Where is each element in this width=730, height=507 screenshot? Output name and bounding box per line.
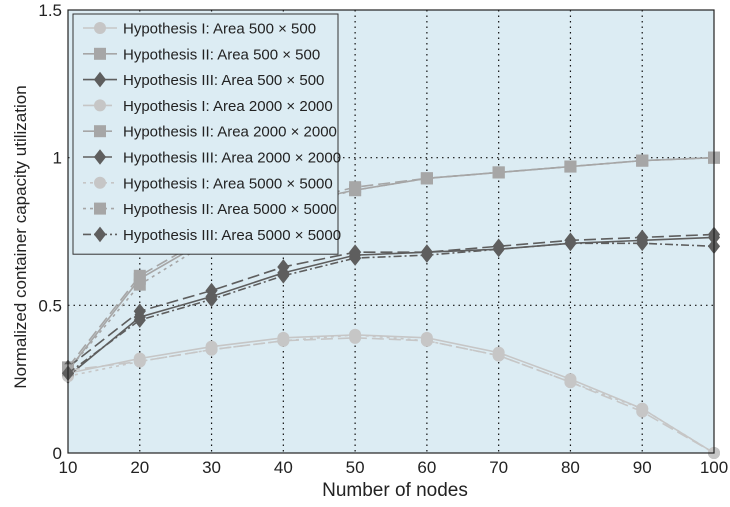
data-point: [492, 241, 505, 258]
legend-marker: [93, 71, 107, 88]
data-point: [133, 355, 146, 368]
legend-marker: [93, 226, 107, 243]
data-point: [205, 291, 218, 308]
data-point: [349, 184, 362, 197]
y-tick-label: 0.5: [38, 296, 62, 315]
series-line: [67, 337, 715, 454]
y-tick-label: 1.5: [38, 1, 62, 20]
data-point: [277, 334, 290, 347]
x-tick-label: 80: [561, 458, 580, 477]
legend-marker: [93, 149, 107, 165]
x-tick-label: 100: [700, 458, 728, 477]
data-point: [492, 166, 505, 179]
x-tick-label: 90: [633, 458, 652, 477]
data-point: [349, 328, 362, 341]
legend-label: Hypothesis III: Area 500 × 500: [123, 72, 324, 89]
data-point: [636, 235, 649, 252]
legend-entry: Hypothesis III: Area 500 × 500: [83, 71, 324, 89]
legend-marker: [94, 22, 106, 34]
data-point: [133, 303, 146, 320]
x-tick-label: 20: [130, 458, 149, 477]
x-tick-label: 30: [202, 458, 221, 477]
series-line: [67, 236, 715, 377]
data-point: [492, 349, 505, 362]
x-tick-label: 50: [346, 458, 365, 477]
legend-label: Hypothesis II: Area 5000 × 5000: [123, 201, 337, 218]
x-tick-label: 60: [417, 458, 436, 477]
data-point: [420, 334, 433, 347]
series-line: [67, 156, 715, 368]
data-point: [636, 402, 649, 415]
x-axis-label: Number of nodes: [322, 480, 468, 501]
tick-labels: 10 20 30 40 50 60 70 80 90 100 0 0.5 1 1.5: [38, 1, 728, 477]
legend-entry: Hypothesis II: Area 5000 × 5000: [83, 201, 337, 218]
data-point: [420, 172, 433, 185]
axes-frame: [67, 9, 715, 454]
legend-marker: [94, 202, 106, 215]
x-tick-label: 70: [489, 458, 508, 477]
data-point: [420, 247, 433, 263]
legend-label: Hypothesis II: Area 500 × 500: [123, 46, 320, 63]
legend-entry: Hypothesis I: Area 2000 × 2000: [83, 98, 333, 115]
legend-marker: [94, 99, 106, 112]
data-point: [133, 278, 146, 291]
plot-frame: [67, 9, 715, 454]
data-point: [133, 312, 146, 328]
legend-entry: Hypothesis I: Area 500 × 500: [83, 21, 316, 38]
data-point: [349, 250, 362, 266]
legend-box: [72, 13, 339, 255]
y-tick-label: 0: [53, 444, 62, 463]
data-point: [564, 235, 577, 252]
data-point: [277, 268, 290, 284]
series-line: [67, 233, 715, 368]
data-point: [564, 376, 577, 389]
series-line: [67, 156, 715, 371]
y-tick-label: 1: [53, 149, 62, 168]
x-tick-label: 10: [59, 458, 78, 477]
legend-marker: [94, 176, 106, 189]
legend-entry: Hypothesis I: Area 5000 × 5000: [83, 175, 333, 192]
legend-entry: Hypothesis III: Area 2000 × 2000: [83, 149, 341, 167]
legend: Hypothesis I: Area 500 × 500 Hypothesis I…: [72, 13, 341, 255]
series-7: [62, 328, 720, 459]
legend-entry: Hypothesis II: Area 2000 × 2000: [83, 124, 337, 141]
data-point: [205, 282, 218, 299]
series-line: [67, 334, 715, 454]
legend-entry: Hypothesis III: Area 5000 × 5000: [83, 226, 341, 244]
data-point: [277, 259, 290, 275]
legend-label: Hypothesis I: Area 2000 × 2000: [123, 98, 333, 115]
data-point: [564, 160, 577, 173]
legend-marker: [94, 47, 106, 60]
legend-label: Hypothesis I: Area 500 × 500: [123, 21, 316, 38]
legend-label: Hypothesis III: Area 2000 × 2000: [123, 150, 341, 167]
legend-marker: [94, 125, 106, 138]
legend-label: Hypothesis I: Area 5000 × 5000: [123, 175, 333, 192]
data-point: [205, 343, 218, 356]
series-line: [67, 242, 715, 374]
legend-entry: Hypothesis II: Area 500 × 500: [83, 46, 320, 63]
x-tick-label: 40: [274, 458, 293, 477]
y-axis-label: Normalized container capacity utilizatio…: [11, 85, 30, 388]
data-point: [636, 154, 649, 167]
legend-label: Hypothesis II: Area 2000 × 2000: [123, 124, 337, 141]
legend-label: Hypothesis III: Area 5000 × 5000: [123, 227, 341, 244]
